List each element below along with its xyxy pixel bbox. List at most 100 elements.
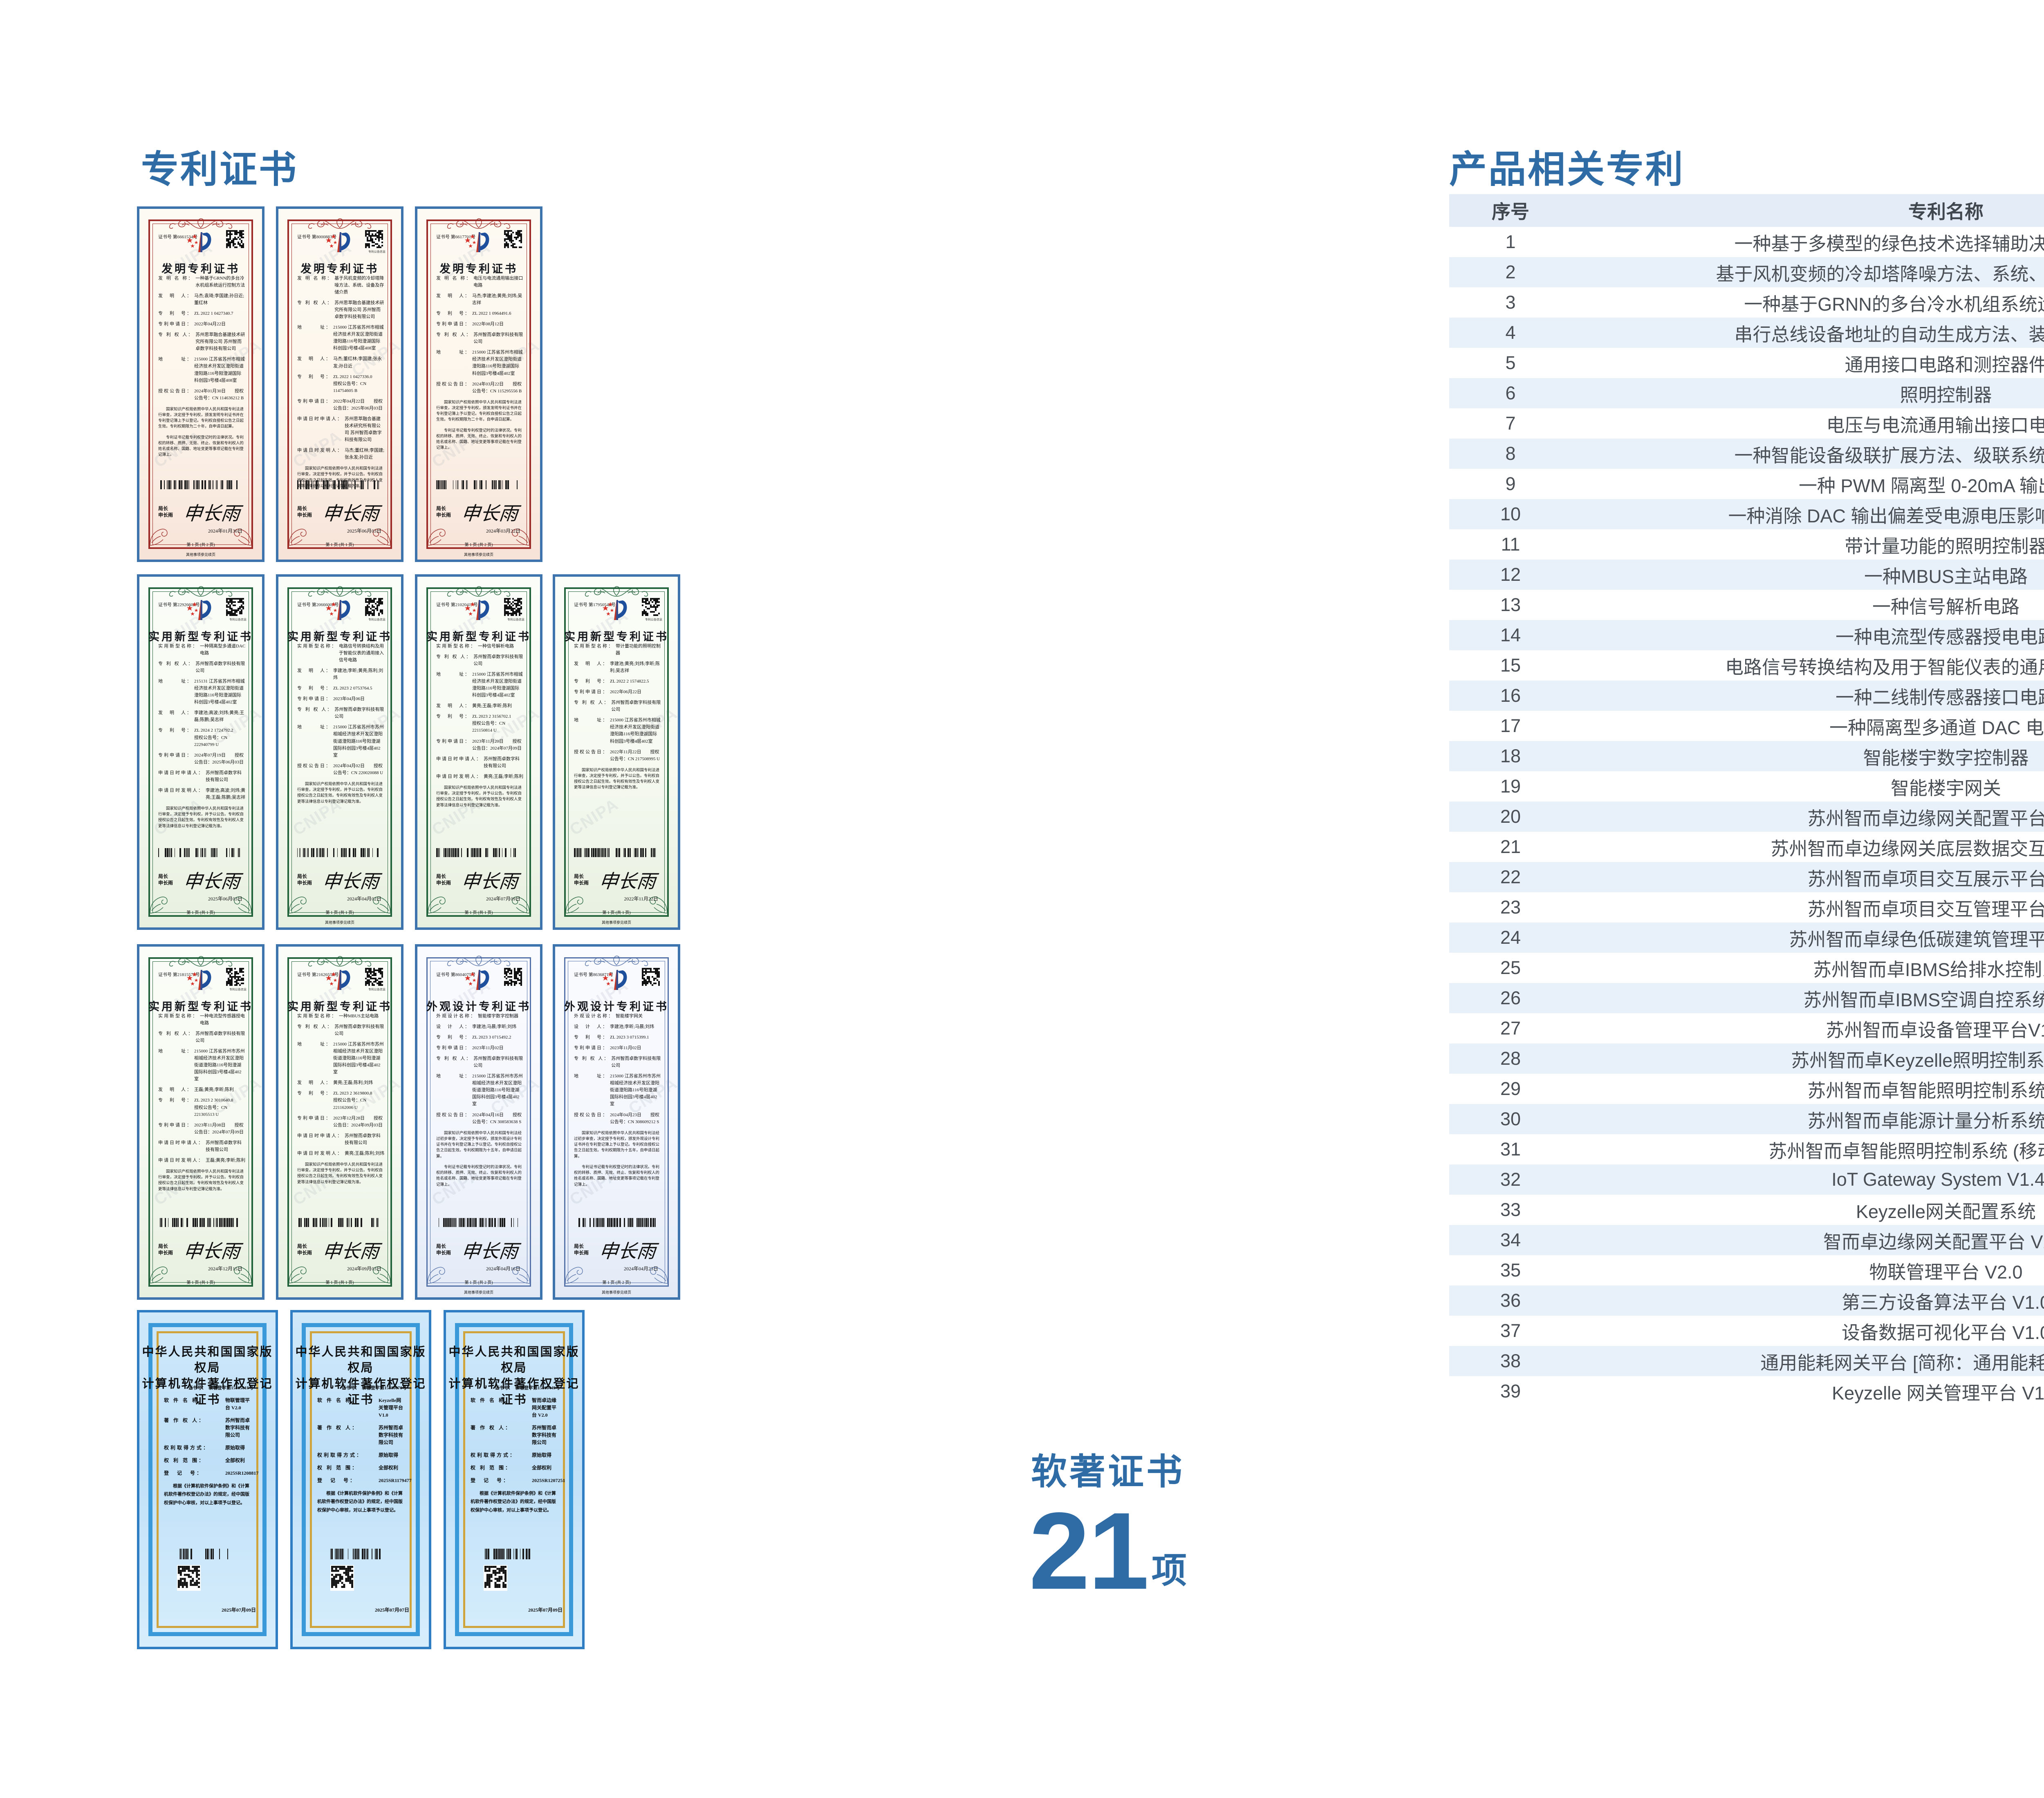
patent-certificate[interactable]: CNIPA CNIPA CNIPA (137, 944, 264, 1300)
certificate-heading: 外观设计专利证书 (555, 969, 678, 1014)
patent-certificate[interactable]: CNIPA CNIPA CNIPA (137, 206, 264, 562)
cell-index: 35 (1500, 1260, 1521, 1281)
cell-patent-name: 苏州智而卓边缘网关底层数据交互平台V1.0 (1771, 838, 2044, 859)
patent-certificate[interactable]: CNIPA CNIPA CNIPA (276, 206, 403, 562)
field-key: 专 利 号： (158, 1098, 193, 1103)
table-row[interactable]: 13一种信号解析电路实用新型 (1449, 590, 2044, 620)
patent-certificate[interactable]: CNIPA CNIPA CNIPA (415, 574, 542, 930)
table-row[interactable]: 1一种基于多模型的绿色技术选择辅助决策方法和系统发明 (1449, 227, 2044, 257)
field-value: 2024年01月30日 授权公告号：CN 114636212 B (194, 388, 244, 401)
certificate-date: 2024年01月30日 (208, 528, 242, 534)
field-key: 专利申请日： (436, 1046, 471, 1051)
cell-index: 15 (1500, 655, 1521, 676)
software-copyright-certificate[interactable]: 中华人民共和国国家版权局 计算机软件著作权登记证书 证书号： 软著登字第15865… (137, 1310, 278, 1649)
field-value: ZL 2023 2 3010640.8 授权公告号：CN 221305513 U (194, 1098, 242, 1117)
director-label: 局长 申长雨 (436, 505, 451, 518)
certificate-page-indicator: 第 1 页 (共 2 页) (464, 1281, 493, 1285)
table-row[interactable]: 18智能楼宇数字控制器外观 (1449, 741, 2044, 771)
table-row[interactable]: 33Keyzelle网关配置系统软著 (1449, 1195, 2044, 1225)
field-key: 发 明 人： (436, 703, 471, 709)
table-row[interactable]: 30苏州智而卓能源计量分析系统V1.0软著 (1449, 1104, 2044, 1134)
cell-patent-name: 通用能耗网关平台 [简称：通用能耗网关] V2.0 (1572, 1346, 2044, 1376)
certificate-inner-frame (564, 956, 669, 1287)
certificate-title: 中华人民共和国国家版权局 计算机软件著作权登记证书 (142, 1346, 273, 1407)
field-value: 2023年12月28日 授权公告日：2024年09月03日 (333, 1115, 383, 1128)
table-row[interactable]: 14一种电流型传感器授电电路实用新型 (1449, 620, 2044, 650)
field-key: 专 利 号： (158, 311, 193, 316)
certificate-heading: 发明专利证书 (139, 231, 262, 276)
patent-certificate[interactable]: CNIPA CNIPA CNIPA (137, 574, 264, 930)
field-key: 实用新型名称： (158, 1014, 198, 1019)
table-row[interactable]: 22苏州智而卓项目交互展示平台V1.0软著 (1449, 862, 2044, 892)
field-key: 专 利 号： (297, 686, 332, 691)
table-row[interactable]: 12一种MBUS主站电路实用新型 (1449, 560, 2044, 590)
table-row[interactable]: 21苏州智而卓边缘网关底层数据交互平台V1.0软著 (1449, 832, 2044, 862)
qr-code (226, 598, 244, 616)
table-row[interactable]: 9一种 PWM 隔离型 0-20mA 输出电路发明 (1449, 469, 2044, 499)
table-row[interactable]: 24苏州智而卓绿色低碳建筑管理平台V1.0软著 (1449, 923, 2044, 953)
barcode (484, 1549, 535, 1561)
software-copyright-certificate[interactable]: 中华人民共和国国家版权局 计算机软件著作权登记证书 证书号： 软著登字第15830… (290, 1310, 431, 1649)
certificate-field: 发 明 人： 李建池;黄亮;刘炜;李昕;陈利;吴志祥 (574, 661, 661, 674)
cell-patent-name: 一种二线制传感器接口电路 (1572, 681, 2044, 711)
table-row[interactable]: 6照明控制器发明 (1449, 378, 2044, 408)
certificate-field: 专 利 号： ZL 2023 3 0715399.1 (574, 1034, 661, 1041)
qr-caption: 专利公告信息 (368, 988, 385, 991)
patent-certificate[interactable]: CNIPA CNIPA CNIPA (276, 574, 403, 930)
cell-patent-name: 苏州智而卓边缘网关配置平台V1.0 (1572, 802, 2044, 832)
certificate-field: 授权公告日： 2024年01月30日 授权公告号：CN 114636212 B (158, 388, 246, 402)
table-row[interactable]: 15电路信号转换结构及用于智能仪表的通用接入信号电路实用新型 (1449, 650, 2044, 681)
patent-certificate[interactable]: CNIPA CNIPA CNIPA (553, 944, 680, 1300)
table-row[interactable]: 25苏州智而卓IBMS给排水控制系统软著 (1449, 953, 2044, 983)
software-copyright-certificate[interactable]: 中华人民共和国国家版权局 计算机软件著作权登记证书 证书号： 软著登字第15860… (444, 1310, 585, 1649)
certificate-field: 专 利 号： ZL 2022 1 0427336.0 授权公告号：CN 1147… (297, 374, 385, 394)
certificate-field: 发 明 名 称： 基于风机变频的冷却塔降噪方法、系统、设备及存储介质 (297, 275, 385, 296)
table-row[interactable]: 5通用接口电路和测控器件发明 (1449, 348, 2044, 378)
certificate-page-indicator: 第 1 页 (共 2 页) (602, 1281, 631, 1285)
table-row[interactable]: 7电压与电流通用输出接口电路发明 (1449, 408, 2044, 439)
certificate-field: 申请日时发明人： 黄亮;王磊;陈利;刘炜 (297, 1150, 385, 1157)
certificate-field: 权利取得方式： 原始取得 (471, 1451, 559, 1459)
table-row[interactable]: 23苏州智而卓项目交互管理平台V1.0软著 (1449, 892, 2044, 923)
field-key: 权利取得方式： (317, 1452, 363, 1458)
patent-certificate[interactable]: CNIPA CNIPA CNIPA (415, 206, 542, 562)
table-row[interactable]: 29苏州智而卓智能照明控制系统V1.0软著 (1449, 1074, 2044, 1104)
patent-certificate[interactable]: CNIPA CNIPA CNIPA (553, 574, 680, 930)
director-label: 局长 申长雨 (436, 873, 451, 886)
certificate-fields: 发 明 名 称： 基于风机变频的冷却塔降噪方法、系统、设备及存储介质 专 利 权… (297, 275, 385, 489)
page-title-related-patents: 产品相关专利 (1449, 149, 1685, 190)
field-value: 2022年04月22日 (194, 322, 226, 327)
table-row[interactable]: 28苏州智而卓Keyzelle照明控制系统V1.0软著 (1449, 1043, 2044, 1074)
column-header-name: 专利名称 (1572, 194, 2044, 227)
table-row[interactable]: 16一种二线制传感器接口电路实用新型 (1449, 681, 2044, 711)
patent-certificate[interactable]: CNIPA CNIPA CNIPA (276, 944, 403, 1300)
table-row[interactable]: 19智能楼宇网关外观 (1449, 771, 2044, 802)
certificate-statement: 国家知识产权局依照中华人民共和国专利法进行审查，决定授予专利权，并予以公告。专利… (574, 768, 660, 790)
table-row[interactable]: 20苏州智而卓边缘网关配置平台V1.0软著 (1449, 802, 2044, 832)
field-value: 215000 江苏省苏州市相城经济技术开发区澄阳街道澄阳路116号阳澄湖国际科创… (194, 357, 245, 383)
table-row[interactable]: 11带计量功能的照明控制器实用新型 (1449, 529, 2044, 560)
table-row[interactable]: 26苏州智而卓IBMS空调自控系统V1.0软著 (1449, 983, 2044, 1013)
field-value: 2025SR1208817 (225, 1470, 259, 1476)
patent-certificate[interactable]: CNIPA CNIPA CNIPA (415, 944, 542, 1300)
field-value: 黄亮;王磊;李昕;陈利 (484, 774, 524, 779)
barcode (330, 1549, 381, 1561)
certificate-field: 专利申请日： 2022年04月22日 授权公告日：2025年06月03日 (297, 398, 385, 412)
table-row[interactable]: 3一种基于GRNN的多台冷水机组系统运行控制方法发明 (1449, 287, 2044, 318)
certificate-footer-note: 其他事项参见续页 (186, 553, 215, 557)
field-value: 215000 江苏省苏州市相城经济技术开发区澄阳街道澄阳路116号阳澄湖国际科创… (610, 718, 661, 744)
